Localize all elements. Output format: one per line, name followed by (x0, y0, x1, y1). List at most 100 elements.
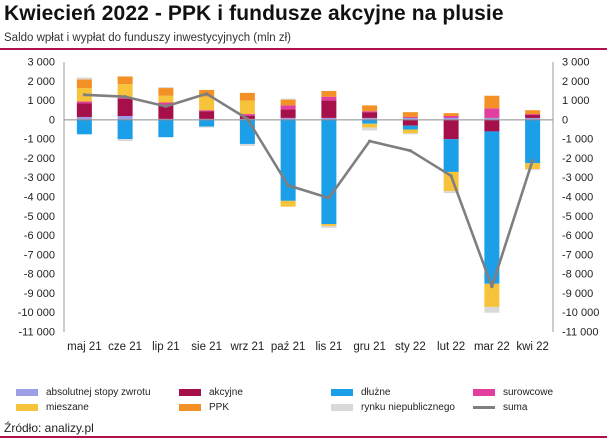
legend-item-suma: suma (473, 400, 527, 414)
legend-label: surowcowe (503, 386, 554, 398)
y-tick-label-left: -7 000 (24, 249, 55, 261)
bar-segment-ppk (443, 113, 459, 116)
bar-segment-surowcowe (402, 116, 418, 118)
legend-label: PPK (209, 401, 230, 413)
legend-label: mieszane (46, 401, 89, 413)
bar-segment-absolutnej (117, 116, 133, 120)
sum-point (408, 149, 412, 153)
chart-area: 3 000 3 000 2 000 2 000 1 000 1 000 0 0 -1 000 -1… (18, 57, 600, 354)
bar-segment-akcyjne (117, 98, 133, 116)
bar-segment-absolutnej (402, 117, 418, 120)
legend-swatch (16, 388, 38, 396)
bar-segment-dluzne (158, 119, 174, 138)
y-tick-label-left: -4 000 (24, 192, 55, 204)
x-tick-label: lut 22 (437, 341, 465, 353)
bar-segment-ppk (402, 112, 418, 117)
bar-segment-dluzne (362, 119, 378, 124)
bar-segment-surowcowe (158, 102, 174, 106)
bar-segment-dluzne (443, 139, 459, 172)
bar-segment-dluzne (402, 125, 418, 130)
bar-segment-dluzne (484, 131, 500, 284)
bar-segment-mieszane (362, 123, 378, 128)
bar-segment-ppk (525, 110, 541, 115)
legend-item-rynku: rynku niepublicznego (331, 400, 455, 414)
bar-segment-surowcowe (239, 114, 255, 116)
x-tick-label: sty 22 (395, 341, 426, 353)
bar-segment-absolutnej (280, 117, 296, 120)
legend-label: akcyjne (209, 386, 243, 398)
bar-segment-dluzne (321, 119, 337, 224)
bar-segment-rynku (525, 169, 541, 170)
y-tick-label-left: -6 000 (24, 230, 55, 242)
bar-segment-akcyjne (484, 119, 500, 132)
y-tick-label-right: 2 000 (562, 76, 590, 88)
y-tick-label-right: -5 000 (562, 211, 593, 223)
sum-point (82, 93, 86, 97)
x-tick-label: kwi 22 (516, 341, 549, 353)
y-tick-label-left: 3 000 (27, 57, 55, 69)
bar-segment-ppk (76, 79, 92, 89)
x-tick-label: lis 21 (315, 341, 342, 353)
bar-segment-dluzne (280, 119, 296, 201)
bar-segment-akcyjne (443, 119, 459, 140)
sum-point (531, 158, 535, 162)
bar-segment-surowcowe (443, 116, 459, 118)
sum-point (205, 92, 209, 96)
legend-swatch (473, 388, 495, 396)
legend-item-mieszane: mieszane (16, 400, 89, 414)
bar-segment-absolutnej (321, 117, 337, 120)
bar-segment-akcyjne (280, 109, 296, 118)
bar-segment-mieszane (199, 96, 215, 111)
bar-segment-ppk (280, 99, 296, 106)
bar-segment-surowcowe (76, 101, 92, 104)
y-tick-label-right: -10 000 (562, 307, 599, 319)
y-tick-label-left: -10 000 (18, 307, 55, 319)
x-tick-label: mar 22 (474, 341, 510, 353)
bar-segment-akcyjne (402, 119, 418, 126)
sum-point (449, 174, 453, 178)
y-tick-label-right: -6 000 (562, 230, 593, 242)
x-tick-label: gru 21 (353, 341, 386, 353)
x-tick-label: lip 21 (152, 341, 180, 353)
x-tick-label: wrz 21 (229, 341, 264, 353)
legend-item-ppk: PPK (179, 400, 229, 414)
y-tick-label-right: -2 000 (562, 153, 593, 165)
bottom-accent-line (0, 436, 607, 438)
legend-label: absolutnej stopy zwrotu (46, 386, 151, 398)
bar-segment-akcyjne (199, 111, 215, 119)
sum-point (286, 183, 290, 188)
bar-segment-rynku (76, 77, 92, 80)
bar-segment-mieszane (321, 224, 337, 226)
bar-segment-ppk (158, 88, 174, 96)
bar-segment-rynku (199, 126, 215, 128)
bar-segment-akcyjne (321, 100, 337, 118)
bar-segment-akcyjne (362, 112, 378, 118)
bar-segment-surowcowe (362, 111, 378, 113)
y-tick-label-right: -4 000 (562, 192, 593, 204)
y-tick-label-left: -3 000 (24, 172, 55, 184)
legend-label: suma (503, 401, 528, 413)
bar-segment-rynku (117, 139, 133, 142)
bar-segment-rynku (158, 87, 174, 89)
y-tick-label-right: 3 000 (562, 57, 590, 69)
sum-point (490, 285, 494, 289)
bar-segment-rynku (443, 191, 459, 194)
legend-swatch (179, 388, 201, 396)
source-note: Źródło: analizy.pl (4, 421, 94, 435)
legend-item-dluzne: dłużne (331, 385, 390, 399)
y-tick-label-right: -8 000 (562, 269, 593, 281)
bar-segment-surowcowe (484, 108, 500, 118)
sum-point (164, 104, 168, 108)
bar-segment-mieszane (484, 283, 500, 307)
legend-swatch (16, 403, 38, 411)
y-tick-label-left: -9 000 (24, 288, 55, 300)
bar-segment-akcyjne (76, 103, 92, 117)
legend-label: dłużne (361, 386, 391, 398)
bar-segment-akcyjne (158, 105, 174, 119)
y-tick-label-left: 2 000 (27, 76, 55, 88)
legend-swatch (331, 403, 353, 411)
bar-segment-surowcowe (321, 96, 337, 101)
bar-segment-absolutnej (76, 116, 92, 120)
legend-label: rynku niepublicznego (361, 401, 455, 413)
x-tick-label: paź 21 (271, 341, 306, 353)
